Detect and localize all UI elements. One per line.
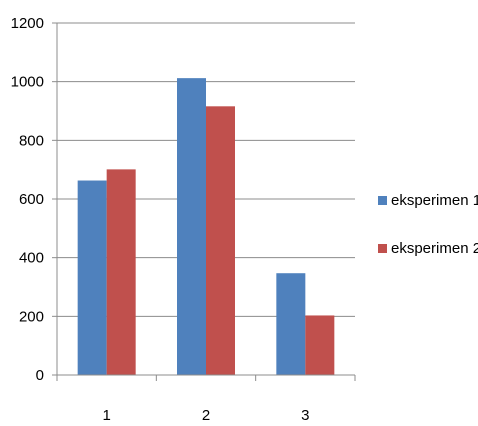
y-tick-label: 1200 xyxy=(11,15,44,32)
bar-series-1-category-2 xyxy=(177,78,206,375)
y-tick-label: 200 xyxy=(19,308,44,325)
bar-series-1-category-1 xyxy=(77,180,107,375)
y-tick-label: 600 xyxy=(19,191,44,208)
x-tick-label: 1 xyxy=(102,407,110,424)
legend-item-series-2: eksperimen 2 xyxy=(378,238,478,258)
bar-series-2-category-3 xyxy=(305,315,335,375)
y-tick-label: 0 xyxy=(36,367,44,384)
y-tick-label: 800 xyxy=(19,132,44,149)
legend-item-series-1: eksperimen 1 xyxy=(378,190,478,210)
legend-label-series-1: eksperimen 1 xyxy=(391,191,478,209)
axes xyxy=(56,23,356,381)
y-tick-label: 1000 xyxy=(11,74,44,91)
bar-series-1-category-3 xyxy=(276,273,306,375)
bar-series-2-category-2 xyxy=(206,106,235,375)
y-tick-labels: 0 200 400 600 800 1000 1200 xyxy=(11,15,44,384)
y-tick-label: 400 xyxy=(19,250,44,267)
x-tick-label: 2 xyxy=(202,407,210,424)
bars xyxy=(77,78,335,375)
legend-label-series-2: eksperimen 2 xyxy=(391,239,478,257)
x-tick-labels: 1 2 3 xyxy=(102,407,309,424)
legend: eksperimen 1 eksperimen 2 xyxy=(378,190,478,286)
x-tick-label: 3 xyxy=(301,407,309,424)
legend-swatch-series-1 xyxy=(378,195,387,205)
legend-swatch-series-2 xyxy=(378,243,387,253)
bar-series-2-category-1 xyxy=(106,169,136,375)
